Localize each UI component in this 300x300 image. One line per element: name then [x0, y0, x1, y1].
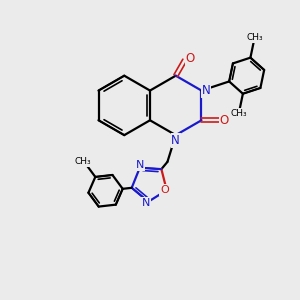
Text: CH₃: CH₃ — [247, 33, 263, 42]
Text: N: N — [136, 160, 144, 170]
Text: N: N — [142, 198, 150, 208]
Text: N: N — [171, 134, 180, 147]
Text: N: N — [202, 84, 211, 97]
Text: O: O — [185, 52, 195, 65]
Text: CH₃: CH₃ — [75, 157, 92, 166]
Text: CH₃: CH₃ — [230, 109, 247, 118]
Text: O: O — [219, 114, 229, 127]
Text: O: O — [160, 185, 169, 195]
